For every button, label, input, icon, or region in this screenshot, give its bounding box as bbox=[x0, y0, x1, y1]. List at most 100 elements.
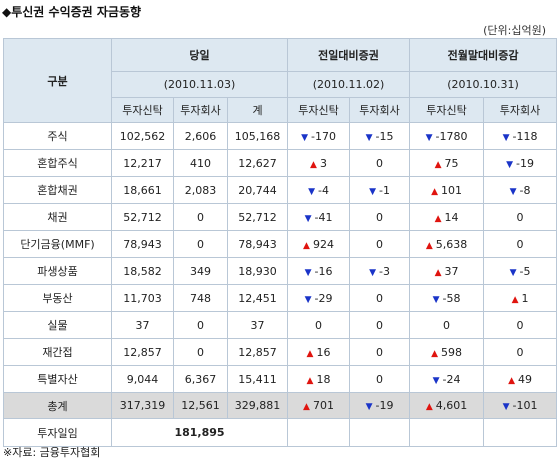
change-value: 0 bbox=[376, 372, 384, 386]
down-arrow-icon: ▼ bbox=[365, 132, 373, 143]
trust-value: 11,703 bbox=[111, 284, 174, 312]
change-cell: 0 bbox=[349, 203, 411, 231]
change-value: -16 bbox=[314, 264, 333, 278]
company-value: 349 bbox=[173, 257, 228, 285]
company-value: 12,561 bbox=[173, 392, 228, 419]
change-cell: 0 bbox=[483, 230, 558, 258]
trust-value: 18,582 bbox=[111, 257, 174, 285]
down-arrow-icon: ▼ bbox=[502, 132, 510, 143]
empty-cell bbox=[409, 418, 485, 447]
company-value: 0 bbox=[173, 311, 228, 339]
table-row: 혼합주식 12,217 410 12,627 ▲ 3 0 ▲ 75 ▼ -19 bbox=[3, 149, 558, 177]
total-row: 총계 317,319 12,561 329,881 ▲ 701 ▼ -19 ▲ 4,601 ▼ -10… bbox=[3, 392, 558, 419]
header-sub: 투자신탁 bbox=[111, 97, 174, 123]
company-value: 6,367 bbox=[173, 365, 228, 393]
row-category: 실물 bbox=[3, 311, 112, 339]
change-value: 0 bbox=[376, 237, 384, 251]
change-value: 5,638 bbox=[435, 237, 468, 251]
empty-cell bbox=[287, 418, 351, 447]
down-arrow-icon: ▼ bbox=[425, 132, 433, 143]
header-sub: 투자회사 bbox=[173, 97, 228, 123]
table-row: 재간접 12,857 0 12,857 ▲ 16 0 ▲ 598 0 bbox=[3, 338, 558, 366]
down-arrow-icon: ▼ bbox=[502, 402, 510, 412]
change-cell: ▼ -5 bbox=[483, 257, 558, 285]
change-value: 101 bbox=[440, 183, 462, 197]
change-value: 0 bbox=[516, 345, 524, 359]
header-sub: 투자신탁 bbox=[287, 97, 351, 123]
change-value: -19 bbox=[516, 156, 534, 170]
change-value: 1 bbox=[521, 291, 529, 305]
row-category: 부동산 bbox=[3, 284, 112, 312]
change-value: 0 bbox=[376, 345, 384, 359]
header-sub: 투자회사 bbox=[349, 97, 411, 123]
table-row: 혼합채권 18,661 2,083 20,744 ▼ -4 ▼ -1 ▲ 101 ▼ -8 bbox=[3, 176, 558, 204]
down-arrow-icon: ▼ bbox=[509, 267, 517, 278]
header-group-today: 당일 bbox=[110, 38, 289, 72]
row-category: 혼합채권 bbox=[3, 176, 112, 204]
up-arrow-icon: ▲ bbox=[425, 402, 433, 412]
down-arrow-icon: ▼ bbox=[301, 132, 308, 143]
change-value: 3 bbox=[319, 156, 327, 170]
change-value: -41 bbox=[314, 210, 333, 224]
change-value: 37 bbox=[444, 264, 459, 278]
change-cell: ▼ -16 bbox=[287, 257, 351, 285]
table-row: 실물 37 0 37 0 0 0 0 bbox=[3, 311, 558, 339]
change-cell: ▲ 701 bbox=[287, 392, 351, 419]
total-value: 12,627 bbox=[226, 149, 289, 177]
change-cell: ▼ -1 bbox=[349, 176, 411, 204]
up-arrow-icon: ▲ bbox=[434, 159, 442, 170]
change-value: -8 bbox=[519, 183, 531, 197]
change-value: 598 bbox=[440, 345, 462, 359]
change-value: 0 bbox=[443, 318, 451, 332]
trust-value: 52,712 bbox=[111, 203, 174, 231]
down-arrow-icon: ▼ bbox=[506, 159, 513, 170]
trust-value: 12,857 bbox=[111, 338, 174, 366]
header-sub: 투자신탁 bbox=[409, 97, 485, 123]
total-value: 20,744 bbox=[226, 176, 289, 204]
change-cell: ▲ 1 bbox=[483, 284, 558, 312]
total-value: 52,712 bbox=[226, 203, 289, 231]
change-value: 0 bbox=[376, 156, 384, 170]
change-value: -15 bbox=[375, 129, 394, 143]
down-arrow-icon: ▼ bbox=[432, 294, 440, 305]
trust-value: 12,217 bbox=[111, 149, 174, 177]
header-group-prev-month: 전월말대비증감 bbox=[409, 38, 558, 72]
change-cell: 0 bbox=[349, 338, 411, 366]
total-value: 12,857 bbox=[226, 338, 289, 366]
table-row: 채권 52,712 0 52,712 ▼ -41 0 ▲ 14 0 bbox=[3, 203, 558, 231]
change-cell: ▼ -170 bbox=[287, 122, 351, 150]
page-title: ◆투신권 수익증권 자금동향 bbox=[2, 5, 142, 19]
trust-value: 9,044 bbox=[111, 365, 174, 393]
trust-value: 78,943 bbox=[111, 230, 174, 258]
change-cell: 0 bbox=[349, 365, 411, 393]
change-value: -29 bbox=[314, 291, 333, 305]
change-cell: ▼ -29 bbox=[287, 284, 351, 312]
up-arrow-icon: ▲ bbox=[434, 267, 442, 278]
change-cell: 0 bbox=[349, 149, 411, 177]
change-value: -118 bbox=[512, 129, 538, 143]
change-cell: ▼ -101 bbox=[483, 392, 558, 419]
up-arrow-icon: ▲ bbox=[303, 240, 310, 251]
up-arrow-icon: ▲ bbox=[511, 294, 519, 305]
row-category: 채권 bbox=[3, 203, 112, 231]
trust-value: 37 bbox=[111, 311, 174, 339]
change-value: 16 bbox=[316, 345, 331, 359]
change-cell: ▲ 3 bbox=[287, 149, 351, 177]
up-arrow-icon: ▲ bbox=[306, 348, 314, 359]
change-cell: ▼ -3 bbox=[349, 257, 411, 285]
change-cell: ▲ 18 bbox=[287, 365, 351, 393]
change-value: -101 bbox=[512, 399, 538, 412]
change-cell: ▼ -8 bbox=[483, 176, 558, 204]
change-cell: ▲ 5,638 bbox=[409, 230, 485, 258]
down-arrow-icon: ▼ bbox=[369, 267, 376, 278]
total-value: 12,451 bbox=[226, 284, 289, 312]
change-value: 18 bbox=[316, 372, 331, 386]
up-arrow-icon: ▲ bbox=[508, 375, 515, 386]
table-row: 특별자산 9,044 6,367 15,411 ▲ 18 0 ▼ -24 ▲ 49 bbox=[3, 365, 558, 393]
company-value: 748 bbox=[173, 284, 228, 312]
down-arrow-icon: ▼ bbox=[432, 375, 440, 386]
header-date-prev-month: (2010.10.31) bbox=[409, 71, 558, 98]
change-cell: ▼ -24 bbox=[409, 365, 485, 393]
change-cell: 0 bbox=[287, 311, 351, 339]
company-value: 410 bbox=[173, 149, 228, 177]
